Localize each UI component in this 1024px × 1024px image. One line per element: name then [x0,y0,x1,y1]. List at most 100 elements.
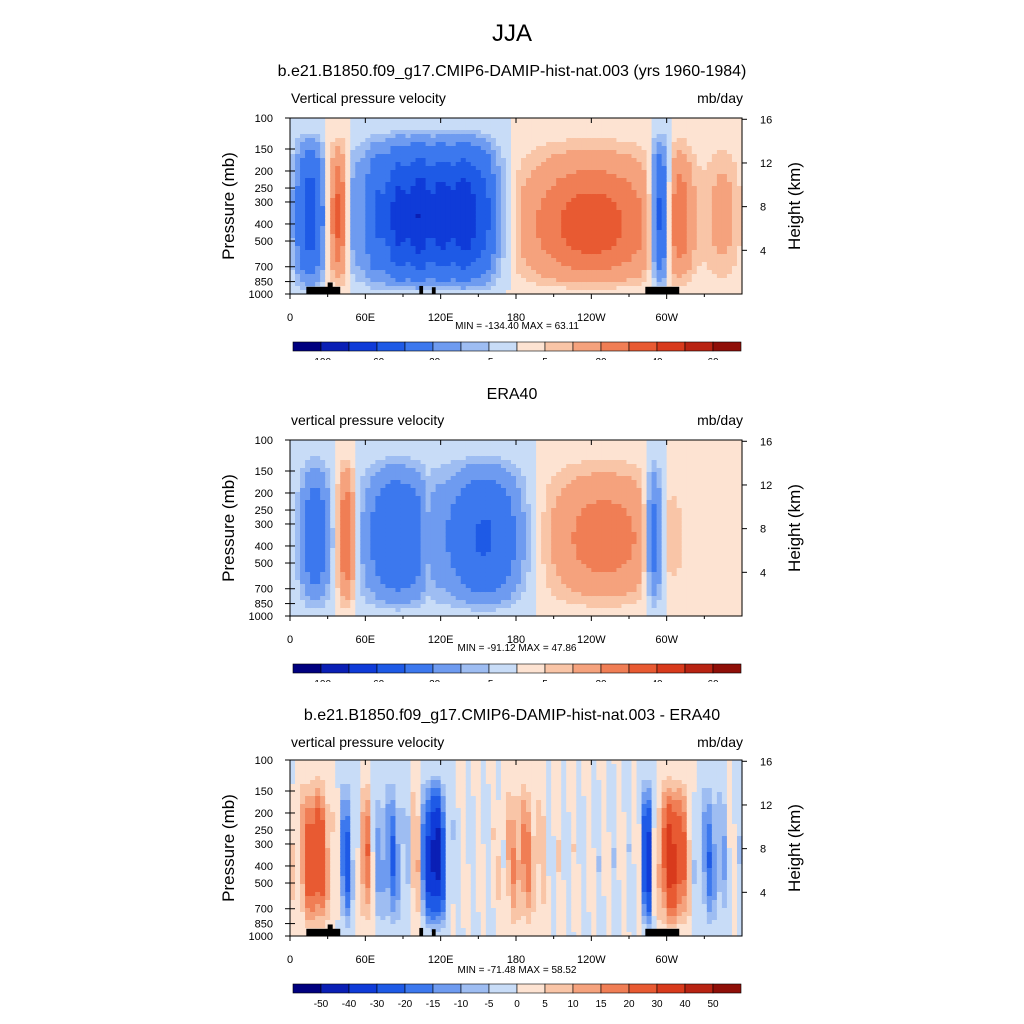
field-cell [310,608,316,613]
field-cell [621,118,628,123]
field-cell [385,552,392,557]
field-cell [390,198,397,203]
field-cell [495,206,502,211]
field-cell [380,580,387,585]
field-cell [370,274,376,279]
field-cell [325,234,331,239]
field-cell [350,532,356,537]
field-cell [375,448,381,453]
colorbar-label: 5 [542,357,548,360]
field-cell [490,198,497,203]
field-cell [370,464,376,469]
field-cell [295,290,301,295]
field-cell [385,468,392,473]
y2-tick-label: 4 [760,245,766,257]
field-cell [641,238,648,243]
field-cell [726,130,733,135]
field-cell [475,262,482,267]
field-cell [495,270,502,275]
field-cell [656,146,663,151]
field-cell [556,126,562,131]
field-cell [601,242,607,247]
field-cell [345,134,351,139]
field-cell [375,290,381,295]
field-cell [300,612,306,617]
field-cell [330,552,336,557]
field-cell [706,198,713,203]
field-cell [395,126,402,131]
field-cell [646,122,653,127]
field-cell [400,210,407,215]
field-cell [305,608,311,613]
field-cell [591,254,597,259]
field-cell [621,222,628,227]
field-cell [395,206,402,211]
field-cell [561,242,567,247]
field-cell [355,448,361,453]
field-cell [581,210,587,215]
field-cell [571,234,577,239]
field-cell [480,206,487,211]
field-cell [295,222,301,227]
field-cell [315,146,321,151]
field-cell [711,202,718,207]
field-cell [586,126,592,131]
field-cell [581,258,587,263]
field-cell [480,222,487,227]
field-cell [325,444,331,449]
field-cell [385,118,392,123]
field-cell [370,596,376,601]
field-cell [315,516,321,521]
field-cell [345,266,351,271]
field-cell [526,230,532,235]
field-cell [385,282,392,287]
field-cell [531,222,537,227]
field-cell [380,206,387,211]
field-cell [621,266,628,271]
field-cell [355,480,361,485]
field-cell [671,270,678,275]
field-cell [455,270,462,275]
field-cell [415,178,422,183]
field-cell [475,150,482,155]
field-cell [350,496,356,501]
field-cell [440,206,447,211]
field-cell [651,222,658,227]
field-cell [385,580,392,585]
field-cell [676,234,683,239]
field-cell [395,246,402,251]
field-cell [521,186,527,191]
field-cell [505,286,512,291]
field-cell [721,270,728,275]
field-cell [510,254,517,259]
field-cell [365,556,371,561]
field-cell [736,230,743,235]
field-cell [415,206,422,211]
field-cell [485,250,492,255]
field-cell [335,560,341,565]
field-cell [465,154,472,159]
field-cell [435,134,442,139]
field-cell [475,190,482,195]
field-cell [350,290,356,295]
field-cell [305,516,311,521]
field-cell [666,194,673,199]
field-cell [611,250,618,255]
field-cell [385,508,392,513]
field-cell [536,150,542,155]
field-cell [521,270,527,275]
field-cell [330,608,336,613]
field-cell [596,270,602,275]
field-cell [495,130,502,135]
field-cell [410,162,417,167]
field-cell [591,214,597,219]
field-cell [445,142,452,147]
field-cell [621,230,628,235]
field-cell [561,118,567,123]
field-cell [360,480,366,485]
field-cell [290,476,296,481]
field-cell [596,130,602,135]
field-cell [405,206,412,211]
field-cell [340,564,346,569]
field-cell [566,126,572,131]
